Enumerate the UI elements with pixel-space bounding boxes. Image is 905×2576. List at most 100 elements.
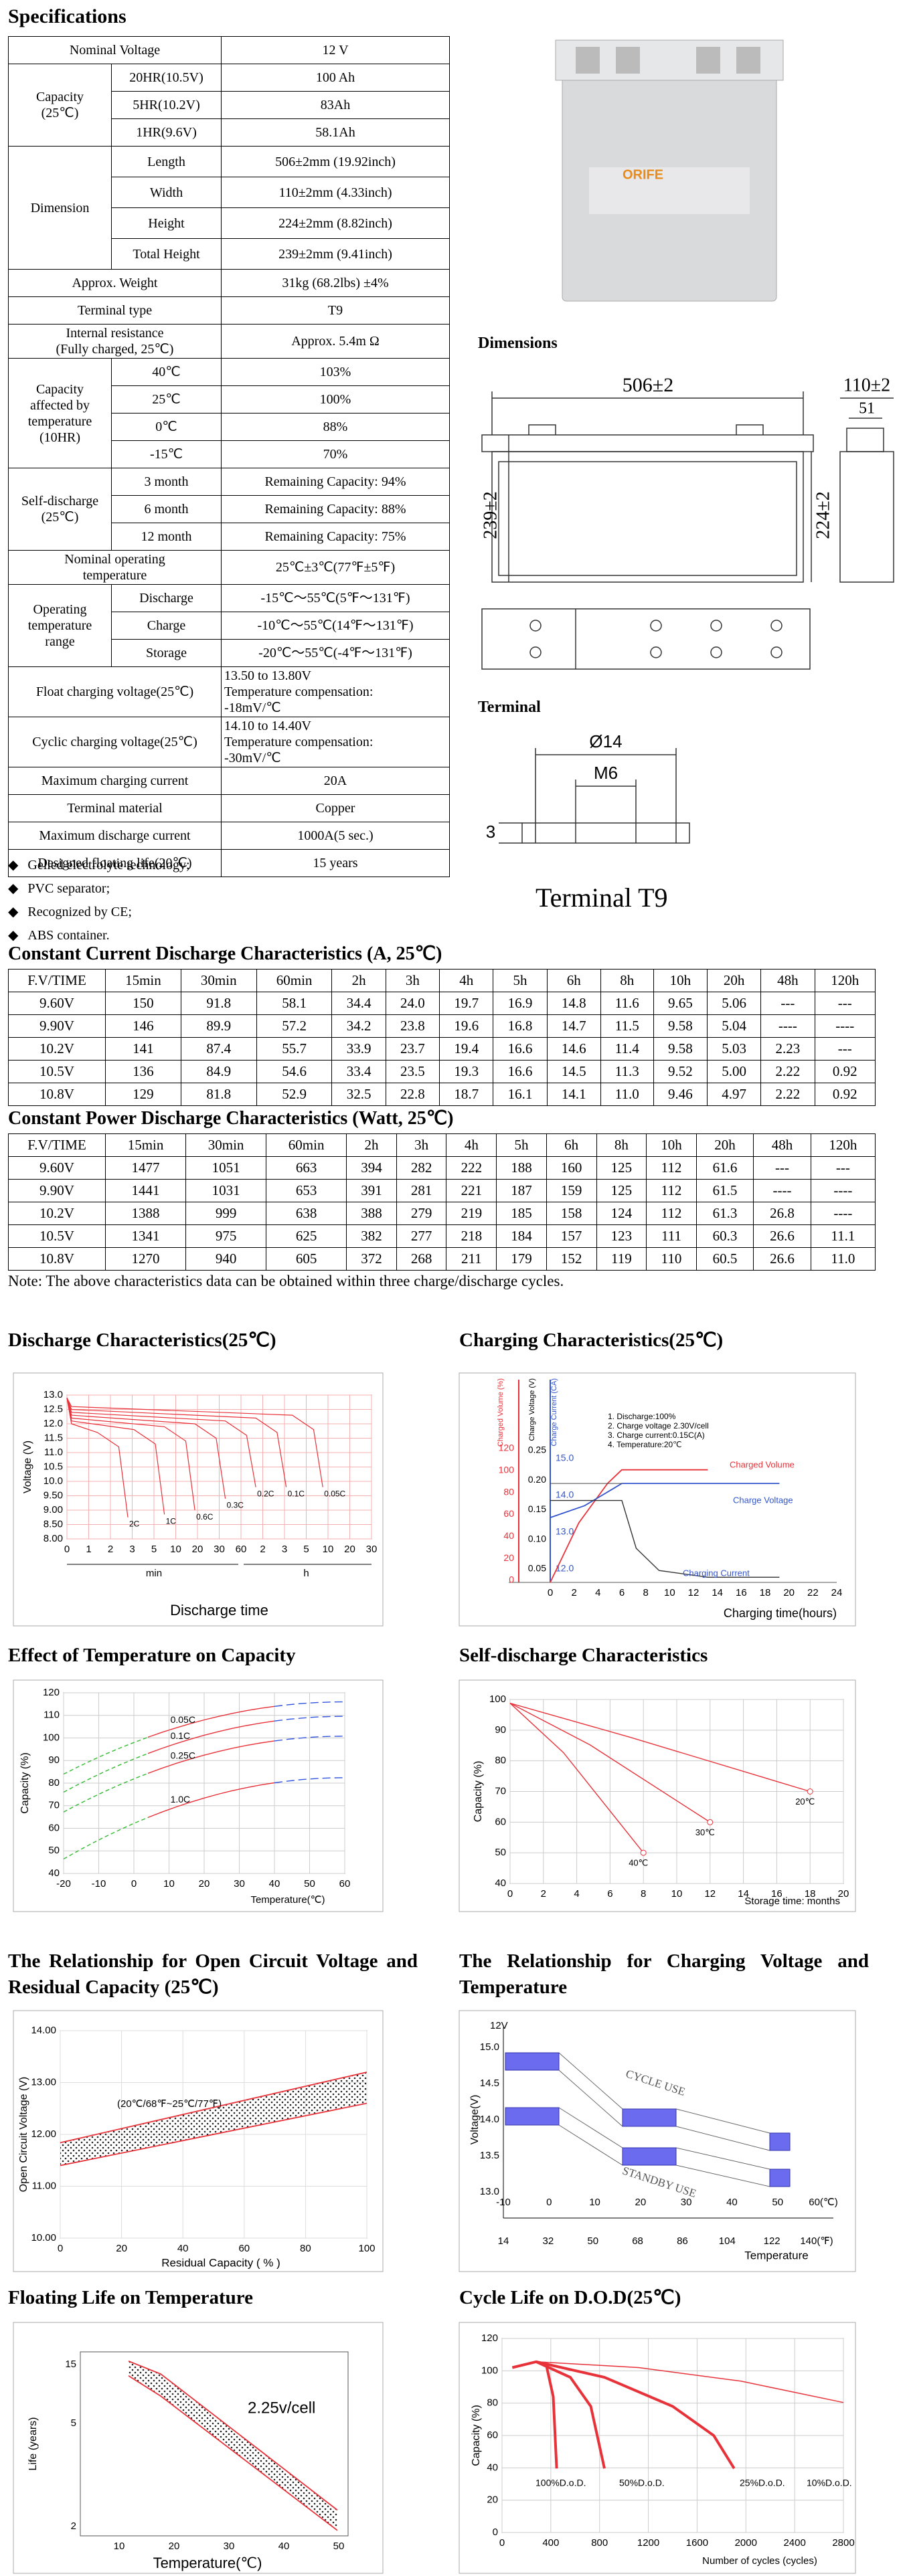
- cell: 999: [185, 1202, 267, 1225]
- text-line: -30mV/℃: [224, 751, 281, 765]
- y-axis-label: Capacity (%): [19, 1752, 31, 1814]
- y-tick-label: 14.5: [480, 2078, 499, 2089]
- cell: 625: [266, 1224, 347, 1248]
- x-tick-label: 2: [541, 1888, 546, 1900]
- curve-label: 25%D.o.D.: [740, 2478, 785, 2488]
- curve-label: Charge Voltage: [733, 1495, 793, 1505]
- curve: [66, 1398, 256, 1487]
- cell: 9.90V: [8, 1179, 106, 1202]
- cell: ---: [753, 1156, 811, 1180]
- cell: 23.5: [385, 1060, 440, 1083]
- cell: 5.00: [706, 1060, 762, 1083]
- cell: 975: [185, 1224, 267, 1248]
- x-tick-label: 20: [192, 1544, 203, 1555]
- cell: 136: [105, 1060, 181, 1083]
- voltage-box: [769, 2169, 791, 2187]
- x-tick-label: 10: [170, 1544, 181, 1555]
- curve-label: 2C: [129, 1520, 140, 1529]
- y-tick-label: 13.00: [31, 2076, 56, 2088]
- cell: 84.9: [180, 1060, 257, 1083]
- logo: ORIFE: [623, 167, 663, 182]
- spec-label: Self-discharge (25℃): [8, 468, 112, 551]
- cell: 282: [396, 1156, 447, 1180]
- cell: ----: [810, 1202, 876, 1225]
- cell: 11.3: [600, 1060, 654, 1083]
- spec-row: Approx. Weight 31kg (68.2lbs) ±4%: [8, 269, 450, 297]
- data-row: 9.90V 1441 1031 653 391 281 221 187 159 125 112 61.…: [8, 1179, 876, 1202]
- cell: 112: [646, 1156, 697, 1180]
- spec-sublabel: 20HR(10.5V): [111, 64, 222, 92]
- curve: [550, 1499, 780, 1578]
- text-line: 25℃±3℃(77℉±5℉): [275, 560, 396, 575]
- axis-title: Charge Current (CA): [550, 1378, 558, 1446]
- spec-label: Operating temperature range: [8, 584, 112, 667]
- header-cell: 3h: [385, 969, 440, 992]
- header-cell: 10h: [653, 969, 708, 992]
- plot-area: [80, 2351, 349, 2537]
- cell: 19.7: [439, 992, 494, 1015]
- text-line: (25℃): [41, 510, 79, 525]
- section-title: Specifications: [8, 5, 127, 27]
- spec-sublabel: Total Height: [111, 238, 222, 270]
- curve-label: CYCLE USE: [625, 2067, 687, 2098]
- x-group-label: min: [146, 1568, 162, 1579]
- cell: 9.46: [653, 1083, 708, 1106]
- curve: [66, 1398, 226, 1499]
- spec-label: Nominal Voltage: [8, 36, 222, 64]
- cell: 10.2V: [8, 1202, 106, 1225]
- chart-frame: [459, 2322, 856, 2574]
- cell: 0.92: [814, 1083, 876, 1106]
- spec-row: Capacity (25℃) 20HR(10.5V) 100 Ah: [8, 64, 450, 147]
- data-row: 10.8V 1270 940 605 372 268 211 179 152 119 110 60.5…: [8, 1247, 876, 1271]
- chart-frame: [459, 1372, 856, 1627]
- cell: 89.9: [180, 1014, 257, 1038]
- spec-label: Dimension: [8, 146, 112, 270]
- cell: 277: [396, 1224, 447, 1248]
- unit-label: 12V: [490, 2020, 508, 2031]
- curve-label: 0.6C: [196, 1512, 214, 1522]
- spec-row: Terminal type T9: [8, 296, 450, 325]
- curve: [129, 2361, 337, 2531]
- y-tick-label: 0.10: [528, 1533, 546, 1544]
- curve: [509, 1702, 811, 1792]
- dim-label: 239±2: [480, 491, 501, 539]
- header-cell: 15min: [105, 969, 181, 992]
- y-tick-label: 40: [495, 1877, 506, 1889]
- y-tick-label: 5: [71, 2417, 76, 2429]
- caption: Terminal T9: [536, 883, 668, 913]
- cell: 146: [105, 1014, 181, 1038]
- x-tick-label: 800: [591, 2537, 608, 2549]
- text-line: Operating: [33, 602, 87, 617]
- spec-row: 25℃ 100%: [9, 385, 450, 413]
- spec-sublabel: 3 month: [111, 468, 222, 496]
- chart-frame: [13, 2322, 384, 2574]
- spec-row: Float charging voltage(25℃) 13.50 to 13.8…: [8, 666, 450, 717]
- cell: 60.5: [695, 1247, 754, 1271]
- y-tick-label: 60: [503, 1508, 514, 1519]
- spec-value: T9: [221, 296, 450, 325]
- cell: 124: [596, 1202, 647, 1225]
- header-cell: 48h: [760, 969, 815, 992]
- y-tick-label: 70: [495, 1785, 506, 1797]
- y-tick-label: 14.0: [556, 1489, 574, 1500]
- cell: 281: [396, 1179, 447, 1202]
- curve: [66, 1398, 195, 1511]
- axis-title: Charged Volume (%): [497, 1378, 505, 1447]
- x-tick-label: 6: [619, 1587, 625, 1598]
- x-axis-label: Number of cycles (cycles): [702, 2555, 817, 2567]
- cell: 26.6: [753, 1224, 811, 1248]
- note: 1. Discharge:100%: [608, 1412, 676, 1421]
- spec-label: Approx. Weight: [8, 269, 222, 297]
- spec-sublabel: 0℃: [111, 413, 222, 441]
- x-tick-label: 100: [358, 2243, 375, 2254]
- curve: [509, 1702, 711, 1823]
- cell: 18.7: [439, 1083, 494, 1106]
- x-tick-label: 1200: [637, 2537, 659, 2549]
- cell: 22.8: [385, 1083, 440, 1106]
- curve-label: Charged Volume: [730, 1459, 795, 1469]
- curve: [66, 1398, 323, 1487]
- x-tick-label: 14: [738, 1888, 749, 1900]
- cell: 61.6: [695, 1156, 754, 1180]
- curve: [60, 2102, 367, 2167]
- spec-row: Maximum charging current 20A: [8, 767, 450, 795]
